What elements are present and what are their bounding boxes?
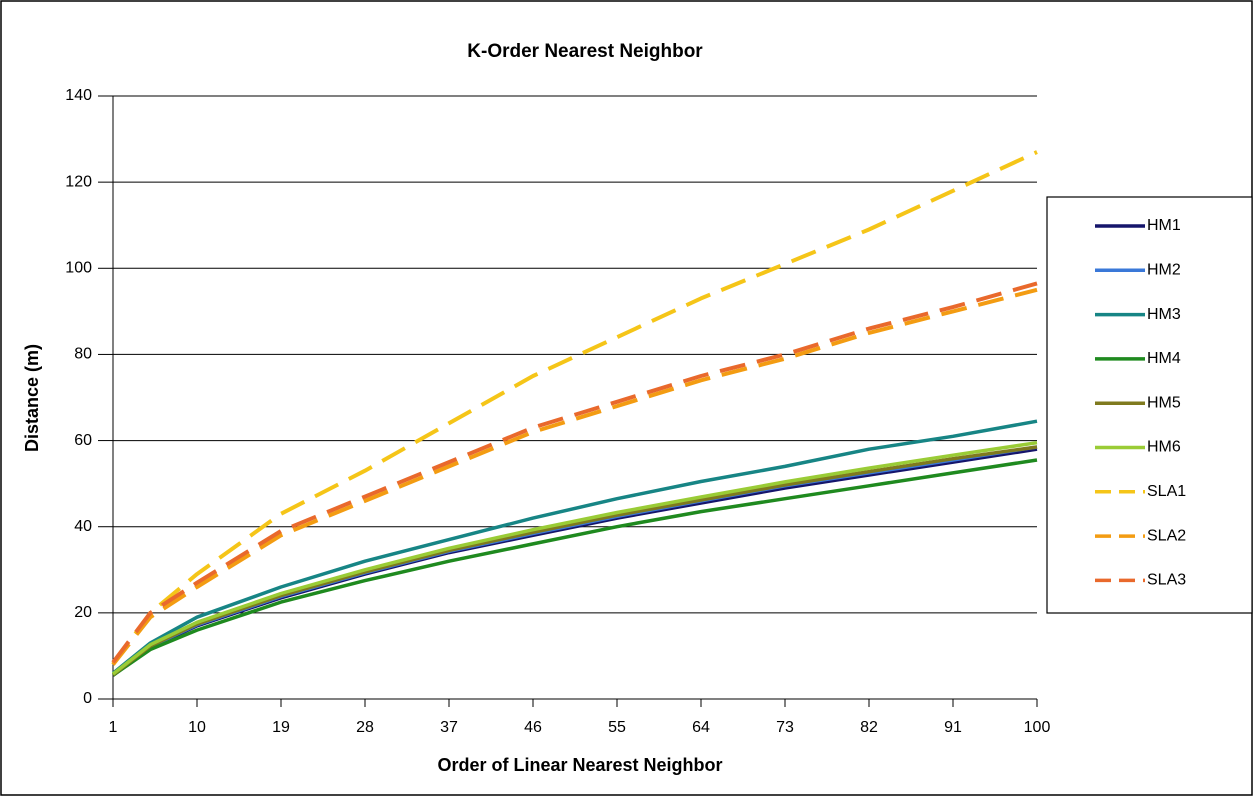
legend-label: HM4: [1147, 350, 1181, 367]
y-tick-label: 100: [65, 260, 92, 277]
x-tick-label: 28: [356, 719, 374, 736]
y-tick-label: 80: [74, 346, 92, 363]
series-line: [111, 419, 1038, 675]
x-tick-label: 100: [1024, 719, 1051, 736]
legend-label: SLA2: [1147, 527, 1186, 544]
legend-label: SLA1: [1147, 483, 1186, 500]
legend-label: HM2: [1147, 262, 1181, 279]
chart-title: K-Order Nearest Neighbor: [467, 41, 703, 62]
y-tick-label: 120: [65, 173, 92, 190]
y-tick-label: 0: [83, 690, 92, 707]
y-tick-label: 40: [74, 518, 92, 535]
x-tick-label: 1: [109, 719, 118, 736]
x-tick-label: 37: [440, 719, 458, 736]
x-tick-label: 64: [692, 719, 710, 736]
y-tick-label: 20: [74, 604, 92, 621]
x-tick-label: 55: [608, 719, 626, 736]
y-tick-label: 140: [65, 87, 92, 104]
x-axis-title: Order of Linear Nearest Neighbor: [437, 755, 722, 775]
x-tick-label: 73: [776, 719, 794, 736]
x-tick-label: 82: [860, 719, 878, 736]
legend-label: HM3: [1147, 306, 1181, 323]
x-tick-label: 46: [524, 719, 542, 736]
series-line: [111, 440, 1038, 676]
x-tick-label: 10: [188, 719, 206, 736]
legend-label: SLA3: [1147, 572, 1186, 589]
y-axis-title: Distance (m): [22, 344, 42, 452]
series-line: [112, 458, 1038, 677]
x-tick-label: 19: [272, 719, 290, 736]
legend-box: [1046, 196, 1253, 614]
y-tick-label: 60: [74, 432, 92, 449]
legend-label: HM5: [1147, 394, 1181, 411]
x-tick-label: 91: [944, 719, 962, 736]
legend-label: HM1: [1147, 217, 1181, 234]
series-line: [111, 281, 1038, 664]
legend-label: HM6: [1147, 439, 1181, 456]
series-line: [111, 287, 1038, 666]
series-line: [111, 150, 1038, 666]
